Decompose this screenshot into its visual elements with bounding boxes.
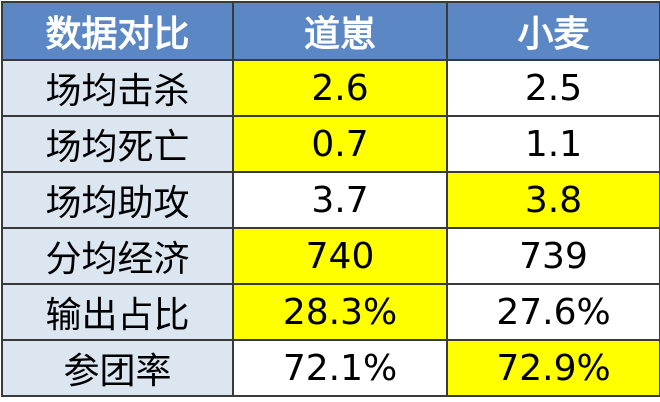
cell: 1.1 — [446, 115, 660, 173]
cell: 2.5 — [446, 59, 660, 117]
header-row: 数据对比 道崽 小麦 — [1, 1, 660, 61]
row-label: 场均助攻 — [1, 171, 234, 229]
cell: 28.3% — [232, 283, 448, 341]
cell: 3.7 — [232, 171, 448, 229]
header-cell: 数据对比 — [1, 1, 234, 61]
row-label: 场均死亡 — [1, 115, 234, 173]
row: 参团率 72.1% 72.9% — [1, 339, 660, 397]
row-label: 参团率 — [1, 339, 234, 397]
row: 输出占比 28.3% 27.6% — [1, 283, 660, 341]
cell: 2.6 — [232, 59, 448, 117]
cell: 740 — [232, 227, 448, 285]
row: 场均击杀 2.6 2.5 — [1, 59, 660, 117]
row-label: 输出占比 — [1, 283, 234, 341]
cell: 0.7 — [232, 115, 448, 173]
cell: 739 — [446, 227, 660, 285]
cell: 27.6% — [446, 283, 660, 341]
row: 分均经济 740 739 — [1, 227, 660, 285]
cell: 3.8 — [446, 171, 660, 229]
row: 场均助攻 3.7 3.8 — [1, 171, 660, 229]
cell: 72.9% — [446, 339, 660, 397]
row: 场均死亡 0.7 1.1 — [1, 115, 660, 173]
row-label: 场均击杀 — [1, 59, 234, 117]
header-cell: 小麦 — [446, 1, 660, 61]
cell: 72.1% — [232, 339, 448, 397]
header-cell: 道崽 — [232, 1, 448, 61]
row-label: 分均经济 — [1, 227, 234, 285]
